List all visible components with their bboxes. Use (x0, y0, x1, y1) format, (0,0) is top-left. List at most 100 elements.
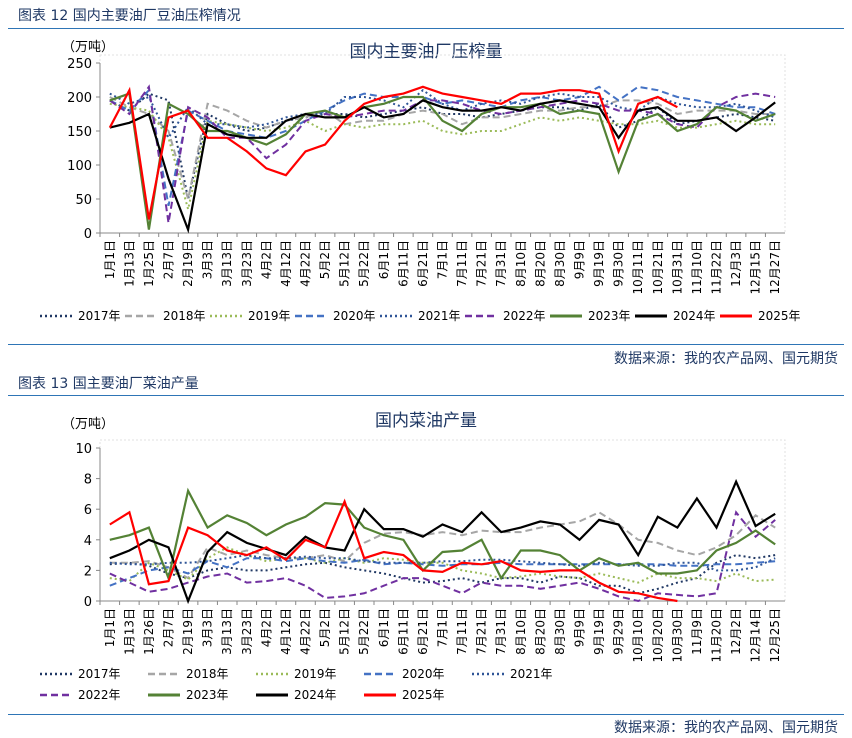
series-line-2021 (109, 554, 776, 572)
series-line-2019 (109, 546, 776, 584)
x-tick-label: 8月10日 (514, 608, 528, 655)
x-tick-label: 11月9日 (690, 608, 704, 655)
y-axis-unit-label: （万吨） (62, 40, 114, 55)
series-line-2024 (109, 99, 776, 234)
x-tick-label: 10月21日 (651, 240, 665, 295)
x-tick-label: 10月31日 (670, 240, 684, 295)
x-tick-label: 6月11日 (396, 240, 410, 287)
heading-divider (8, 28, 844, 29)
legend-label: 2017年 (78, 667, 121, 681)
x-tick-label: 3月3日 (201, 608, 215, 647)
y-axis-unit-label: （万吨） (62, 417, 114, 432)
x-tick-label: 6月1日 (377, 608, 391, 647)
y-tick-label: 4 (84, 534, 92, 549)
x-tick-label: 12月14日 (749, 608, 763, 663)
x-tick-label: 8月20日 (533, 608, 547, 655)
legend-label: 2025年 (402, 688, 445, 702)
chart-title: 国内菜油产量 (375, 411, 477, 431)
x-tick-label: 5月2日 (318, 240, 332, 279)
x-tick-label: 7月21日 (475, 240, 489, 287)
x-tick-label: 9月29日 (612, 608, 626, 655)
x-tick-label: 7月31日 (494, 240, 508, 287)
y-tick-label: 2 (84, 564, 92, 579)
series-line-2018 (109, 96, 776, 200)
x-tick-label: 1月13日 (122, 240, 136, 287)
x-tick-label: 3月13日 (220, 608, 234, 655)
x-tick-label: 3月23日 (240, 608, 254, 655)
x-tick-label: 4月2日 (259, 608, 273, 647)
series-line-2020 (109, 85, 776, 207)
x-tick-label: 5月2日 (318, 608, 332, 647)
figure-12-source: 数据来源：我的农产品网、国元期货 (614, 351, 838, 367)
x-tick-label: 7月21日 (475, 608, 489, 655)
series-line-2021 (109, 88, 776, 140)
x-tick-label: 7月31日 (494, 608, 508, 655)
chart-title: 国内主要油厂压榨量 (350, 42, 503, 62)
legend-label: 2023年 (588, 309, 631, 323)
x-tick-label: 9月19日 (592, 240, 606, 287)
x-tick-label: 11月20日 (710, 608, 724, 663)
legend-label: 2022年 (503, 309, 546, 323)
y-tick-label: 10 (75, 442, 92, 457)
legend-label: 2020年 (402, 667, 445, 681)
x-tick-label: 10月20日 (651, 608, 665, 663)
x-tick-label: 11月22日 (710, 240, 724, 295)
x-tick-label: 4月12日 (279, 608, 293, 655)
legend-label: 2021年 (418, 309, 461, 323)
plot-frame (99, 54, 786, 234)
x-tick-label: 6月1日 (377, 240, 391, 279)
legend-label: 2024年 (294, 688, 337, 702)
legend-label: 2021年 (510, 667, 553, 681)
y-tick-label: 50 (75, 193, 92, 208)
x-tick-label: 4月12日 (279, 240, 293, 287)
x-tick-label: 8月30日 (553, 240, 567, 287)
x-tick-label: 9月9日 (573, 608, 587, 647)
source-divider (8, 344, 844, 345)
x-tick-label: 1月1日 (103, 608, 117, 647)
x-tick-label: 9月30日 (612, 240, 626, 287)
legend-label: 2018年 (186, 667, 229, 681)
x-tick-label: 12月3日 (729, 240, 743, 287)
x-tick-label: 12月2日 (729, 608, 743, 655)
x-tick-label: 1月13日 (122, 608, 136, 655)
x-tick-label: 9月9日 (573, 240, 587, 279)
x-tick-label: 7月1日 (436, 240, 450, 279)
legend-label: 2024年 (673, 309, 716, 323)
x-tick-label: 8月20日 (533, 240, 547, 287)
x-tick-label: 6月21日 (416, 240, 430, 287)
x-tick-label: 4月22日 (299, 240, 313, 287)
figure-12-heading: 图表 12 国内主要油厂豆油压榨情况 (18, 8, 241, 24)
legend-label: 2018年 (163, 309, 206, 323)
y-tick-label: 6 (84, 503, 92, 518)
x-tick-label: 7月11日 (455, 240, 469, 287)
x-tick-label: 2月19日 (181, 240, 195, 287)
series-line-2024 (109, 478, 776, 605)
y-tick-label: 150 (67, 125, 92, 140)
series-line-2025 (109, 498, 678, 603)
x-tick-label: 10月10日 (631, 608, 645, 663)
x-tick-label: 2月7日 (162, 608, 176, 647)
x-tick-label: 10月11日 (631, 240, 645, 295)
x-tick-label: 12月27日 (768, 240, 782, 295)
x-tick-label: 6月11日 (396, 608, 410, 655)
x-tick-label: 8月30日 (553, 608, 567, 655)
x-tick-label: 1月26日 (142, 608, 156, 655)
legend-label: 2019年 (294, 667, 337, 681)
x-tick-label: 3月23日 (240, 240, 254, 287)
x-tick-label: 7月1日 (436, 608, 450, 647)
x-tick-label: 6月21日 (416, 608, 430, 655)
x-tick-label: 11月10日 (690, 240, 704, 295)
x-tick-label: 4月22日 (299, 608, 313, 655)
legend-label: 2017年 (78, 309, 121, 323)
legend-label: 2019年 (248, 309, 291, 323)
y-tick-label: 100 (67, 159, 92, 174)
x-tick-label: 12月25日 (768, 608, 782, 663)
legend-label: 2022年 (78, 688, 121, 702)
soybean-oil-crush-chart: 国内主要油厂压榨量 （万吨） 0 50 100 150 200 250 1月1日 1月13日 1月2… (40, 40, 801, 323)
x-tick-label: 5月22日 (357, 608, 371, 655)
series-line-2017 (109, 92, 776, 200)
rapeseed-oil-output-chart: 国内菜油产量 （万吨） 0 2 4 6 8 10 1月1日 1月13日 1月26日 2月7日 2月19日… (40, 411, 786, 702)
series-line-2019 (109, 102, 776, 210)
x-tick-label: 12月15日 (749, 240, 763, 295)
x-tick-label: 9月19日 (592, 608, 606, 655)
